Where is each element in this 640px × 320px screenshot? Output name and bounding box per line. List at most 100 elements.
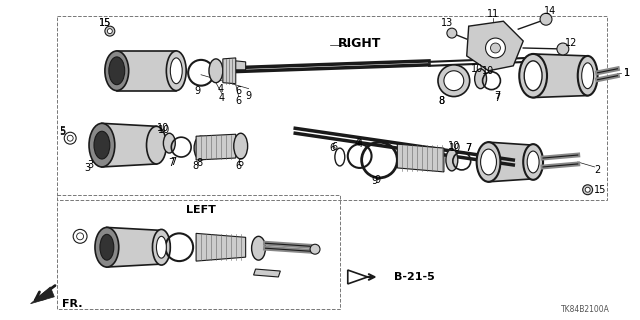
Polygon shape [533, 54, 588, 98]
Text: 4: 4 [218, 84, 224, 94]
Text: 6: 6 [236, 96, 242, 106]
Text: 15: 15 [99, 18, 111, 28]
Text: 6: 6 [236, 161, 242, 171]
Text: 7: 7 [465, 143, 472, 153]
Ellipse shape [582, 63, 594, 89]
Polygon shape [116, 51, 176, 91]
Circle shape [585, 187, 590, 192]
Circle shape [447, 28, 457, 38]
Polygon shape [196, 233, 246, 261]
Text: 6: 6 [237, 158, 244, 168]
Ellipse shape [89, 123, 115, 167]
Text: 15: 15 [594, 185, 606, 195]
Text: B-21-5: B-21-5 [394, 272, 435, 282]
Text: 8: 8 [439, 96, 445, 106]
Text: 3: 3 [84, 163, 90, 173]
Ellipse shape [209, 59, 223, 83]
Ellipse shape [94, 131, 110, 159]
Ellipse shape [147, 126, 166, 164]
Text: 3: 3 [87, 160, 93, 170]
Polygon shape [196, 134, 236, 160]
Ellipse shape [335, 148, 345, 166]
Circle shape [444, 71, 464, 91]
Polygon shape [102, 123, 156, 167]
Polygon shape [397, 144, 444, 172]
Circle shape [310, 244, 320, 254]
Ellipse shape [524, 61, 542, 91]
Text: 6: 6 [330, 143, 336, 153]
Text: 10: 10 [483, 66, 495, 76]
Ellipse shape [105, 51, 129, 91]
Ellipse shape [100, 234, 114, 260]
Text: TK84B2100A: TK84B2100A [561, 305, 609, 314]
Text: 10: 10 [157, 123, 170, 133]
Circle shape [490, 43, 500, 53]
Text: 9: 9 [371, 176, 378, 186]
Text: 9: 9 [246, 91, 252, 100]
Text: 13: 13 [441, 18, 453, 28]
Ellipse shape [252, 236, 266, 260]
Ellipse shape [481, 149, 497, 175]
Polygon shape [107, 228, 161, 267]
Ellipse shape [519, 54, 547, 98]
Text: RIGHT: RIGHT [338, 36, 381, 50]
Polygon shape [467, 21, 524, 71]
Text: 4: 4 [356, 139, 363, 149]
Text: 4: 4 [219, 92, 225, 102]
Circle shape [108, 29, 112, 34]
Ellipse shape [163, 133, 175, 153]
Text: 1: 1 [625, 68, 630, 78]
Text: 7: 7 [494, 92, 500, 102]
Text: 2: 2 [595, 165, 601, 175]
Text: 6: 6 [236, 86, 242, 96]
Text: 10: 10 [449, 143, 461, 153]
Ellipse shape [524, 144, 543, 180]
Text: 15: 15 [99, 18, 111, 28]
Ellipse shape [578, 56, 598, 96]
Text: 7: 7 [168, 158, 175, 168]
Ellipse shape [475, 69, 486, 89]
Text: 12: 12 [564, 38, 577, 48]
Text: 6: 6 [332, 142, 338, 152]
Text: 7: 7 [170, 157, 177, 167]
Ellipse shape [527, 151, 539, 173]
Text: 10: 10 [158, 125, 170, 135]
Text: 8: 8 [439, 96, 445, 106]
Text: 9: 9 [374, 175, 381, 185]
Polygon shape [488, 142, 533, 182]
Ellipse shape [156, 236, 166, 258]
Text: 7: 7 [465, 143, 472, 153]
Text: 10: 10 [448, 141, 460, 151]
Polygon shape [348, 270, 367, 284]
Text: 1: 1 [625, 68, 630, 78]
Ellipse shape [446, 149, 458, 171]
Text: 8: 8 [192, 161, 198, 171]
Text: 8: 8 [196, 158, 202, 168]
Text: 5: 5 [59, 127, 65, 137]
Text: 11: 11 [487, 9, 500, 19]
Text: 10: 10 [470, 64, 483, 74]
Ellipse shape [95, 228, 119, 267]
Ellipse shape [170, 58, 182, 84]
Text: 5: 5 [59, 126, 65, 136]
Text: 9: 9 [194, 86, 200, 96]
Ellipse shape [477, 142, 500, 182]
Text: LEFT: LEFT [186, 204, 216, 215]
Ellipse shape [194, 136, 208, 160]
Polygon shape [236, 61, 246, 70]
Polygon shape [253, 269, 280, 277]
Circle shape [105, 26, 115, 36]
Polygon shape [31, 287, 54, 304]
Circle shape [582, 185, 593, 195]
Ellipse shape [234, 133, 248, 159]
Circle shape [557, 43, 569, 55]
Text: 7: 7 [494, 91, 500, 100]
Text: 14: 14 [544, 6, 556, 16]
Circle shape [540, 13, 552, 25]
Text: 4: 4 [355, 138, 361, 148]
Text: FR.: FR. [62, 299, 83, 309]
Ellipse shape [152, 229, 170, 265]
Polygon shape [223, 58, 236, 84]
Ellipse shape [109, 57, 125, 85]
Circle shape [438, 65, 470, 97]
